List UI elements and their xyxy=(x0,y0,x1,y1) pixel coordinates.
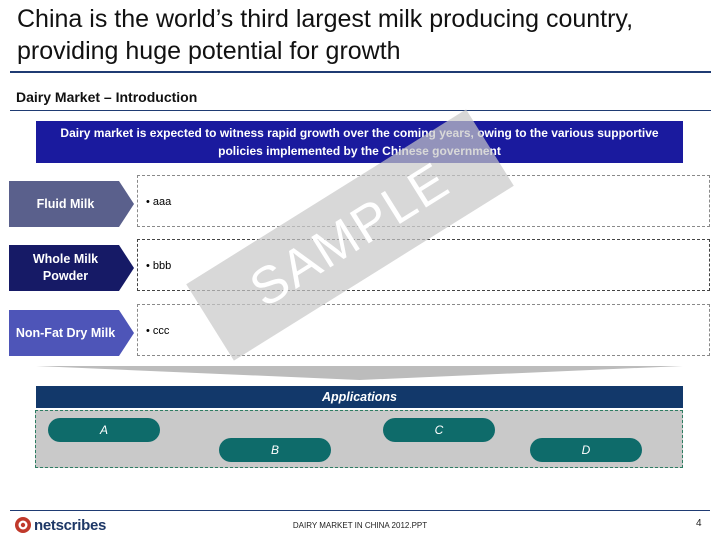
segment-bullet: • aaa xyxy=(146,196,172,208)
segment-arrow-non-fat-dry-milk: Non-Fat Dry Milk xyxy=(9,310,134,356)
application-pill-b: B xyxy=(219,438,331,462)
segment-arrow-whole-milk-powder: Whole Milk Powder xyxy=(9,245,134,291)
application-pill-d: D xyxy=(530,438,642,462)
segment-arrow-fluid-milk: Fluid Milk xyxy=(9,181,134,227)
footer-document-name: DAIRY MARKET IN CHINA 2012.PPT xyxy=(292,521,428,530)
company-logo: netscribes xyxy=(14,516,106,534)
slide-title: China is the world’s third largest milk … xyxy=(17,5,634,65)
logo-mark-icon xyxy=(15,517,31,533)
footer-divider xyxy=(10,510,710,511)
subtitle-divider xyxy=(10,110,711,111)
logo-text: netscribes xyxy=(34,516,107,534)
application-pill-a: A xyxy=(48,418,160,442)
page-number: 4 xyxy=(696,518,702,529)
title-divider xyxy=(10,71,711,73)
section-subtitle: Dairy Market – Introduction xyxy=(16,89,198,105)
application-pill-c: C xyxy=(383,418,495,442)
applications-heading: Applications xyxy=(36,386,683,408)
key-message-banner: Dairy market is expected to witness rapi… xyxy=(36,121,683,163)
segment-bullet: • bbb xyxy=(146,260,172,272)
funnel-triangle xyxy=(36,366,683,380)
segment-bullet: • ccc xyxy=(146,325,170,337)
